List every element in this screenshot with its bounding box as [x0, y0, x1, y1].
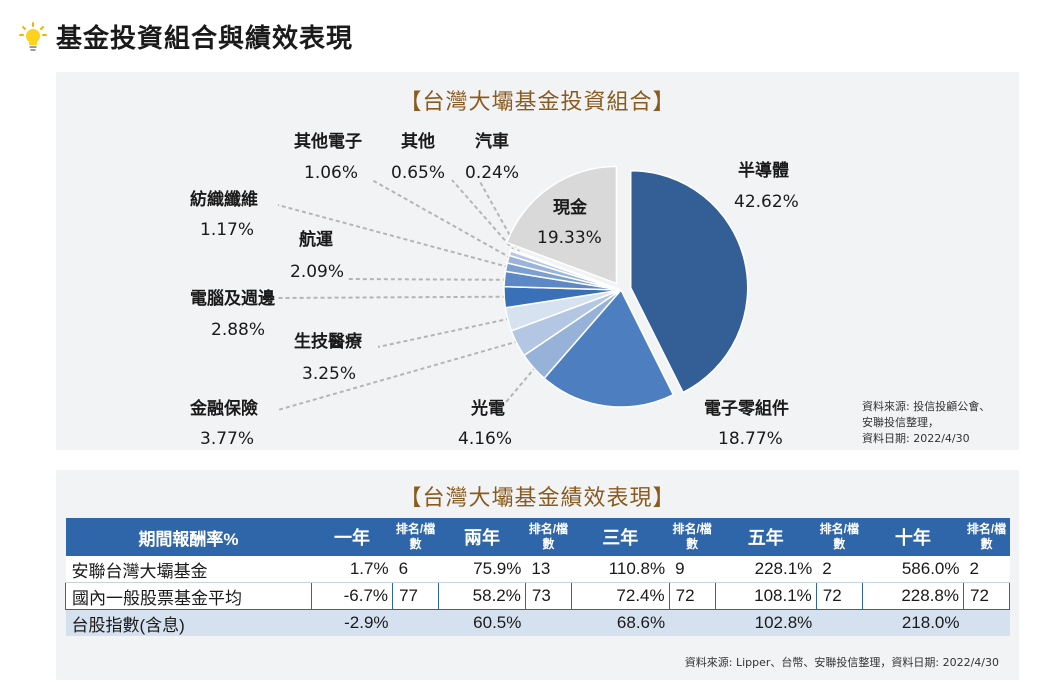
label-components-name: 電子零組件 — [704, 399, 789, 419]
table-header-row: 期間報酬率% 一年 排名/檔數 兩年 排名/檔數 三年 排名/檔數 五年 排名/… — [65, 518, 1010, 556]
row-name: 台股指數(含息) — [65, 609, 312, 636]
header-rank-1y: 排名/檔數 — [392, 518, 439, 556]
label-optoelectronics-name: 光電 — [471, 399, 505, 419]
rank-5y: 72 — [815, 582, 863, 610]
rank-2y: 73 — [524, 582, 572, 610]
label-auto-pct: 0.24% — [465, 163, 520, 183]
label-semiconductor-name: 半導體 — [738, 161, 789, 181]
header-rank-5y: 排名/檔數 — [816, 518, 863, 556]
return-5y: 228.1% — [715, 556, 817, 583]
header-rank-2y: 排名/檔數 — [525, 518, 572, 556]
return-5y: 108.1% — [714, 582, 817, 610]
label-other-name: 其他 — [401, 132, 435, 152]
label-components-pct: 18.77% — [718, 429, 783, 449]
label-other-electronics-pct: 1.06% — [304, 163, 359, 183]
leader-line-8 — [277, 204, 516, 270]
leader-line-4 — [277, 338, 526, 411]
rank-5y — [816, 609, 863, 636]
label-biotech-pct: 3.25% — [302, 364, 357, 384]
lightbulb-icon — [19, 21, 47, 51]
return-5y: 102.8% — [715, 609, 817, 636]
performance-panel: 【台灣大壩基金績效表現】 期間報酬率% 一年 排名/檔數 兩年 排名/檔數 三年… — [56, 470, 1019, 680]
performance-title: 【台灣大壩基金績效表現】 — [399, 486, 676, 511]
label-shipping-pct: 2.09% — [290, 262, 345, 282]
return-10y: 228.8% — [861, 582, 965, 610]
return-2y: 75.9% — [438, 556, 526, 583]
label-computers-name: 電腦及週邊 — [190, 289, 275, 309]
label-semiconductor-pct: 42.62% — [734, 192, 799, 212]
row-name: 安聯台灣大壩基金 — [65, 556, 312, 583]
pie-slice-1 — [629, 169, 749, 394]
rank-2y — [525, 609, 572, 636]
return-3y: 72.4% — [570, 582, 670, 610]
label-cash-name: 現金 — [553, 198, 587, 218]
table-row: 國內一般股票基金平均 -6.7% 77 58.2% 73 72.4% 72 10… — [65, 582, 1010, 610]
rank-3y: 9 — [669, 556, 716, 583]
return-1y: -2.9% — [311, 609, 393, 636]
label-computers-pct: 2.88% — [211, 320, 266, 340]
rank-1y — [392, 609, 439, 636]
leader-line-6 — [277, 295, 514, 299]
label-optoelectronics-pct: 4.16% — [458, 429, 513, 449]
return-1y: -6.7% — [310, 582, 394, 610]
label-finance-name: 金融保險 — [190, 399, 258, 419]
leader-line-3 — [495, 360, 542, 415]
rank-1y: 77 — [392, 582, 440, 610]
header-10y: 十年 — [862, 518, 964, 556]
label-finance-pct: 3.77% — [200, 429, 255, 449]
rank-10y — [963, 609, 1010, 636]
return-2y: 60.5% — [438, 609, 526, 636]
portfolio-pie-chart — [277, 165, 749, 415]
return-3y: 68.6% — [571, 609, 670, 636]
label-textiles-pct: 1.17% — [200, 220, 255, 240]
page-title-text: 基金投資組合與績效表現 — [56, 24, 354, 54]
rank-10y: 2 — [963, 556, 1010, 583]
pie-slice-2 — [543, 288, 675, 408]
return-3y: 110.8% — [571, 556, 670, 583]
performance-source: 資料來源: Lipper、台幣、安聯投信整理，資料日期: 2022/4/30 — [684, 656, 999, 669]
row-name: 國內一般股票基金平均 — [65, 582, 312, 610]
portfolio-source-line-3: 資料日期: 2022/4/30 — [862, 432, 970, 445]
header-2y: 兩年 — [438, 518, 526, 556]
rank-3y: 72 — [668, 582, 716, 610]
rank-3y — [669, 609, 716, 636]
page-title: 基金投資組合與績效表現 — [18, 18, 353, 55]
label-textiles-name: 紡織纖維 — [190, 190, 258, 210]
header-rank-10y: 排名/檔數 — [963, 518, 1010, 556]
table-row: 台股指數(含息) -2.9% 60.5% 68.6% 102.8% 218.0% — [65, 609, 1010, 636]
portfolio-title: 【台灣大壩基金投資組合】 — [399, 90, 676, 115]
rank-2y: 13 — [525, 556, 572, 583]
return-2y: 58.2% — [438, 582, 526, 610]
header-period: 期間報酬率% — [65, 518, 312, 556]
portfolio-panel: 【台灣大壩基金投資組合】 半導體 42.62% 電子零組件 18.77% 光電 … — [56, 72, 1019, 450]
pie-slices — [503, 165, 749, 408]
return-10y: 218.0% — [862, 609, 964, 636]
header-1y: 一年 — [311, 518, 393, 556]
label-auto-name: 汽車 — [475, 132, 509, 152]
portfolio-source: 資料來源: 投信投顧公會、 安聯投信整理， 資料日期: 2022/4/30 — [862, 399, 990, 447]
return-10y: 586.0% — [862, 556, 964, 583]
header-5y: 五年 — [715, 518, 817, 556]
header-rank-3y: 排名/檔數 — [669, 518, 716, 556]
header-3y: 三年 — [571, 518, 670, 556]
label-shipping-name: 航運 — [299, 230, 333, 250]
leader-line-5 — [377, 316, 518, 348]
rank-10y: 72 — [963, 582, 1010, 610]
portfolio-source-line-2: 安聯投信整理， — [862, 416, 939, 429]
label-other-electronics-name: 其他電子 — [294, 132, 362, 152]
return-1y: 1.7% — [311, 556, 393, 583]
label-other-pct: 0.65% — [391, 163, 446, 183]
rank-1y: 6 — [392, 556, 439, 583]
label-biotech-name: 生技醫療 — [294, 332, 362, 352]
pie-slice-12 — [505, 165, 618, 285]
portfolio-source-line-1: 資料來源: 投信投顧公會、 — [862, 400, 991, 413]
leader-line-7 — [347, 278, 514, 281]
pie-slice-11 — [509, 248, 622, 291]
rank-5y: 2 — [816, 556, 863, 583]
table-row: 安聯台灣大壩基金 1.7% 6 75.9% 13 110.8% 9 228.1%… — [65, 556, 1010, 583]
label-cash-pct: 19.33% — [537, 228, 602, 248]
performance-table: 期間報酬率% 一年 排名/檔數 兩年 排名/檔數 三年 排名/檔數 五年 排名/… — [65, 518, 1010, 636]
